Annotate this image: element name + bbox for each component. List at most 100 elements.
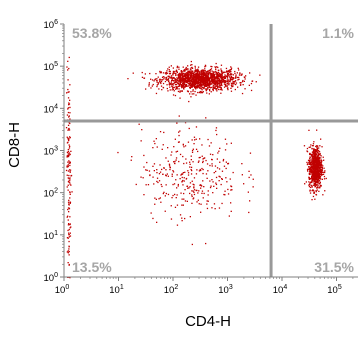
- event-point: [209, 76, 211, 78]
- y-tick-label: 101: [44, 230, 59, 242]
- event-point: [209, 89, 211, 91]
- event-point: [309, 163, 312, 166]
- event-point: [148, 85, 150, 87]
- event-point: [175, 73, 177, 75]
- event-point: [183, 79, 185, 81]
- event-point: [309, 167, 311, 170]
- event-point: [158, 180, 161, 182]
- event-point: [306, 163, 309, 166]
- event-point: [235, 77, 237, 79]
- event-point: [212, 88, 214, 91]
- event-point: [159, 164, 161, 166]
- event-point: [66, 92, 68, 94]
- event-point: [213, 203, 216, 205]
- event-point: [316, 181, 318, 183]
- event-point: [231, 77, 233, 79]
- event-point: [159, 72, 161, 74]
- event-point: [182, 86, 185, 88]
- event-point: [68, 203, 70, 205]
- event-point: [181, 87, 183, 89]
- event-point: [184, 75, 187, 77]
- event-point: [314, 162, 316, 164]
- event-point: [215, 77, 217, 79]
- event-point: [69, 193, 71, 195]
- event-point: [182, 74, 184, 76]
- event-point: [205, 72, 207, 74]
- event-point: [210, 80, 212, 82]
- event-point: [211, 86, 213, 89]
- event-point: [146, 169, 148, 171]
- event-point: [195, 83, 197, 85]
- event-point: [145, 169, 147, 171]
- event-point: [236, 72, 238, 74]
- event-point: [155, 198, 157, 200]
- event-point: [66, 151, 69, 153]
- event-point: [195, 76, 198, 78]
- event-point: [152, 83, 154, 86]
- event-point: [191, 180, 193, 182]
- event-point: [215, 84, 217, 86]
- event-point: [67, 79, 69, 81]
- event-point: [209, 164, 211, 167]
- event-point: [184, 68, 187, 70]
- event-point: [171, 78, 173, 80]
- event-point: [165, 78, 167, 80]
- event-point: [219, 75, 221, 77]
- event-point: [243, 80, 245, 82]
- event-point: [215, 68, 217, 71]
- event-point: [209, 90, 211, 92]
- event-point: [172, 170, 174, 172]
- event-point: [187, 70, 190, 73]
- event-point: [308, 162, 311, 164]
- event-point: [313, 159, 316, 161]
- event-point: [68, 177, 70, 179]
- event-point: [189, 87, 191, 89]
- event-point: [309, 161, 311, 163]
- event-point: [207, 84, 209, 87]
- event-point: [216, 76, 218, 79]
- event-point: [320, 155, 322, 157]
- event-point: [174, 193, 176, 196]
- event-point: [235, 76, 237, 79]
- event-point: [314, 177, 316, 179]
- event-point: [189, 163, 191, 165]
- event-point: [171, 85, 173, 87]
- event-point: [186, 185, 188, 187]
- event-point: [207, 85, 209, 87]
- event-point: [192, 78, 194, 80]
- event-point: [180, 192, 182, 194]
- event-point: [212, 192, 214, 194]
- event-point: [220, 69, 222, 72]
- event-point: [199, 138, 201, 140]
- event-point: [162, 144, 164, 146]
- event-point: [156, 78, 158, 80]
- y-tick-label: 100: [44, 272, 59, 284]
- event-point: [156, 177, 159, 179]
- event-point: [201, 74, 203, 76]
- event-point: [230, 185, 233, 188]
- event-point: [191, 78, 193, 80]
- event-point: [164, 195, 166, 197]
- event-point: [249, 152, 252, 154]
- event-point: [223, 81, 226, 84]
- event-point: [159, 171, 162, 173]
- event-point: [196, 169, 198, 171]
- event-point: [69, 169, 72, 171]
- event-point: [229, 69, 231, 71]
- event-point: [197, 73, 199, 75]
- event-point: [159, 81, 161, 83]
- event-point: [159, 70, 161, 73]
- points-layer: [65, 56, 327, 279]
- event-point: [183, 162, 185, 165]
- event-point: [197, 75, 200, 77]
- event-point: [192, 183, 194, 185]
- event-point: [182, 86, 184, 88]
- event-point: [192, 89, 194, 91]
- event-point: [213, 78, 215, 81]
- event-point: [187, 65, 189, 67]
- event-point: [205, 79, 207, 81]
- event-point: [309, 189, 311, 191]
- event-point: [204, 85, 207, 87]
- event-point: [313, 183, 315, 185]
- event-point: [315, 175, 318, 177]
